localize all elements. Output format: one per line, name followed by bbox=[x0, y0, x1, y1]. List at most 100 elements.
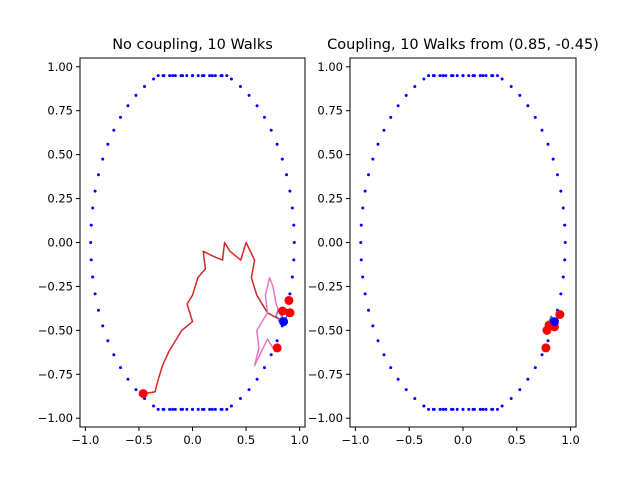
x-tick-label: −1.0 bbox=[71, 433, 99, 447]
y-tick-label: −0.75 bbox=[38, 367, 73, 381]
boundary-dot bbox=[444, 407, 448, 411]
boundary-dot bbox=[404, 388, 408, 392]
boundary-dot bbox=[371, 157, 375, 161]
boundary-dot bbox=[171, 407, 175, 411]
boundary-dot bbox=[134, 388, 138, 392]
walk-line-1 bbox=[144, 241, 284, 395]
boundary-dot bbox=[540, 353, 544, 357]
y-tick-label: −0.75 bbox=[308, 367, 343, 381]
boundary-dot bbox=[518, 388, 522, 392]
boundary-dot bbox=[427, 407, 431, 411]
boundary-dot bbox=[363, 292, 367, 296]
boundary-dot bbox=[126, 377, 130, 381]
boundary-dot bbox=[450, 74, 454, 78]
boundary-dot bbox=[89, 258, 93, 262]
walk-end-point-3 bbox=[284, 295, 294, 305]
walk-end-point-4 bbox=[541, 343, 551, 353]
boundary-dot bbox=[396, 377, 400, 381]
boundary-dot bbox=[490, 74, 494, 78]
walk-line-2 bbox=[253, 276, 285, 367]
boundary-dot bbox=[247, 93, 251, 97]
boundary-dot bbox=[478, 74, 482, 78]
boundary-dot bbox=[432, 407, 436, 411]
boundary-dot bbox=[112, 128, 116, 132]
boundary-dot bbox=[518, 93, 522, 97]
boundary-dot bbox=[247, 388, 251, 392]
y-tick-label: 0.25 bbox=[47, 192, 73, 206]
boundary-dot bbox=[526, 377, 530, 381]
boundary-dot bbox=[292, 258, 296, 262]
boundary-dot bbox=[219, 74, 223, 78]
boundary-dot bbox=[422, 404, 426, 408]
boundary-dot bbox=[432, 74, 436, 78]
walk-end-point-2 bbox=[272, 343, 282, 353]
boundary-dot bbox=[285, 173, 289, 177]
boundary-dot bbox=[213, 407, 217, 411]
start-point bbox=[549, 317, 559, 327]
boundary-dot bbox=[91, 275, 95, 279]
boundary-dot bbox=[185, 74, 189, 78]
boundary-dot bbox=[441, 407, 445, 411]
boundary-dot bbox=[168, 407, 172, 411]
x-tick-label: −1.0 bbox=[341, 433, 369, 447]
boundary-dot bbox=[484, 407, 488, 411]
boundary-dot bbox=[441, 74, 445, 78]
boundary-dot bbox=[563, 223, 567, 227]
boundary-dot bbox=[101, 157, 105, 161]
boundary-dot bbox=[255, 104, 259, 108]
boundary-dot bbox=[500, 77, 504, 81]
boundary-dot bbox=[438, 74, 442, 78]
axes-frame bbox=[79, 57, 306, 428]
start-point bbox=[279, 317, 289, 327]
y-tick-label: 1.00 bbox=[47, 60, 73, 74]
y-tick-label: −0.25 bbox=[308, 279, 343, 293]
boundary-dot bbox=[481, 407, 485, 411]
x-tick-label: 0.0 bbox=[454, 433, 472, 447]
boundary-dot bbox=[563, 258, 567, 262]
boundary-dot bbox=[156, 407, 160, 411]
boundary-dot bbox=[359, 241, 363, 244]
boundary-dot bbox=[275, 142, 279, 146]
boundary-dot bbox=[551, 157, 555, 161]
boundary-dot bbox=[179, 74, 183, 78]
boundary-dot bbox=[229, 77, 233, 81]
boundary-dot bbox=[162, 407, 166, 411]
x-tick-label: −0.5 bbox=[125, 433, 153, 447]
boundary-dot bbox=[363, 189, 367, 193]
boundary-dot bbox=[119, 366, 123, 370]
boundary-dot bbox=[202, 74, 206, 78]
x-tick-label: 0.0 bbox=[183, 433, 201, 447]
boundary-dot bbox=[219, 407, 223, 411]
y-tick-label: −0.50 bbox=[38, 323, 73, 337]
boundary-dot bbox=[171, 74, 175, 78]
boundary-dot bbox=[196, 74, 200, 78]
y-tick-label: 0.25 bbox=[317, 192, 343, 206]
boundary-dot bbox=[179, 407, 183, 411]
boundary-dot bbox=[546, 339, 550, 343]
boundary-dot bbox=[225, 407, 229, 411]
boundary-dot bbox=[455, 74, 459, 78]
boundary-dot bbox=[173, 74, 177, 78]
boundary-dot bbox=[255, 377, 259, 381]
boundary-dot bbox=[559, 189, 563, 193]
boundary-dot bbox=[280, 157, 284, 161]
boundary-dot bbox=[509, 397, 513, 401]
boundary-dot bbox=[288, 189, 292, 193]
boundary-dot bbox=[455, 407, 459, 411]
boundary-dot bbox=[376, 142, 380, 146]
boundary-dot bbox=[367, 173, 371, 177]
boundary-dot bbox=[191, 407, 194, 411]
y-tick-label: 0.00 bbox=[47, 236, 73, 250]
boundary-dot bbox=[438, 407, 442, 411]
boundary-dot bbox=[450, 407, 454, 411]
boundary-dot bbox=[472, 74, 476, 78]
boundary-dot bbox=[196, 407, 200, 411]
boundary-dot bbox=[213, 74, 217, 78]
boundary-dot bbox=[389, 115, 393, 119]
walk-end-point-1 bbox=[138, 389, 148, 399]
boundary-dot bbox=[533, 115, 537, 119]
boundary-dot bbox=[546, 142, 550, 146]
boundary-dot bbox=[162, 74, 166, 78]
boundary-dot bbox=[208, 407, 212, 411]
boundary-dot bbox=[238, 84, 242, 88]
